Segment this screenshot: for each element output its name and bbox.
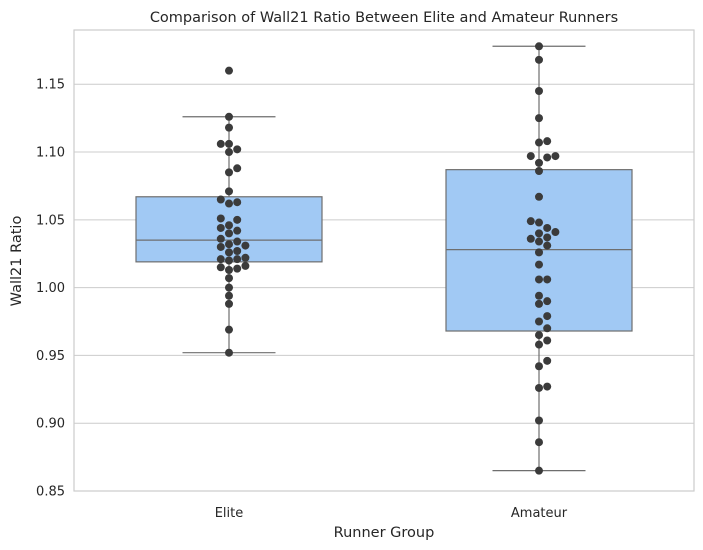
data-point [225, 348, 233, 357]
data-point [225, 148, 233, 157]
data-point [225, 325, 233, 334]
data-point [225, 248, 233, 257]
chart-title: Comparison of Wall21 Ratio Between Elite… [150, 10, 618, 26]
data-point [535, 383, 543, 392]
data-point [233, 237, 242, 246]
data-point [216, 139, 225, 148]
data-point [225, 112, 233, 121]
data-point [216, 234, 225, 243]
data-point [225, 240, 233, 249]
data-point [225, 299, 233, 308]
data-point [543, 137, 552, 146]
y-tick-label: 0.90 [36, 417, 65, 432]
data-point [535, 167, 543, 176]
data-point [225, 187, 233, 196]
data-point [225, 229, 233, 238]
data-point [225, 221, 233, 230]
data-point [543, 275, 552, 284]
y-tick-label: 1.05 [36, 213, 65, 228]
data-point [216, 223, 225, 232]
data-point [526, 217, 535, 226]
data-point [233, 215, 242, 224]
data-point [526, 234, 535, 243]
data-point [216, 195, 225, 204]
y-tick-label: 1.15 [36, 78, 65, 93]
data-point [225, 66, 233, 75]
data-point [225, 123, 233, 132]
data-point [225, 199, 233, 208]
data-point [216, 214, 225, 223]
data-point [216, 255, 225, 264]
data-point [535, 416, 543, 425]
data-point [535, 466, 543, 475]
data-point [535, 340, 543, 349]
data-point [216, 263, 225, 272]
data-point [241, 241, 250, 250]
data-point [543, 336, 552, 345]
data-point [225, 291, 233, 300]
data-point [543, 356, 552, 365]
data-point [535, 218, 543, 227]
data-point [535, 87, 543, 96]
data-point [233, 164, 242, 173]
data-point [535, 260, 543, 269]
y-tick-label: 1.10 [36, 146, 65, 161]
data-point [535, 317, 543, 326]
y-tick-label: 0.95 [36, 349, 65, 364]
data-point [535, 362, 543, 371]
data-point [225, 256, 233, 265]
data-point [233, 145, 242, 154]
data-point [551, 228, 560, 237]
data-point [543, 223, 552, 232]
data-point [526, 152, 535, 161]
data-point [233, 198, 242, 207]
data-point [543, 324, 552, 333]
data-point [241, 253, 250, 262]
data-point [233, 247, 242, 256]
data-point [225, 168, 233, 177]
x-tick-label: Elite [215, 506, 244, 521]
data-point [225, 139, 233, 148]
data-point [543, 233, 552, 242]
data-point [535, 299, 543, 308]
data-point [225, 265, 233, 274]
y-tick-labels: 0.85 0.90 0.95 1.00 1.05 1.10 1.15 [36, 78, 65, 500]
data-point [216, 242, 225, 251]
data-point [535, 114, 543, 123]
data-point [535, 158, 543, 167]
data-point [551, 152, 560, 161]
plot-frame [73, 29, 695, 492]
data-point [535, 438, 543, 447]
data-point [241, 261, 250, 270]
data-point [535, 275, 543, 284]
x-tick-label: Amateur [511, 506, 568, 521]
data-point [535, 331, 543, 340]
data-point [543, 153, 552, 162]
data-point [535, 55, 543, 64]
data-point [535, 291, 543, 300]
data-point [535, 138, 543, 147]
data-point [535, 248, 543, 257]
points-layer [216, 42, 560, 475]
data-point [233, 226, 242, 235]
data-point [535, 192, 543, 201]
data-point [233, 264, 242, 273]
data-point [543, 382, 552, 391]
x-tick-labels: Elite Amateur [215, 506, 568, 521]
data-point [543, 241, 552, 250]
y-tick-label: 0.85 [36, 485, 65, 500]
data-point [233, 255, 242, 264]
y-tick-label: 1.00 [36, 281, 65, 296]
y-axis-label: Wall21 Ratio [9, 216, 25, 307]
data-point [535, 229, 543, 238]
x-axis-label: Runner Group [334, 525, 435, 541]
data-point [535, 42, 543, 51]
data-point [543, 312, 552, 321]
data-point [535, 237, 543, 246]
data-point [543, 297, 552, 306]
data-point [225, 274, 233, 283]
data-point [225, 283, 233, 292]
